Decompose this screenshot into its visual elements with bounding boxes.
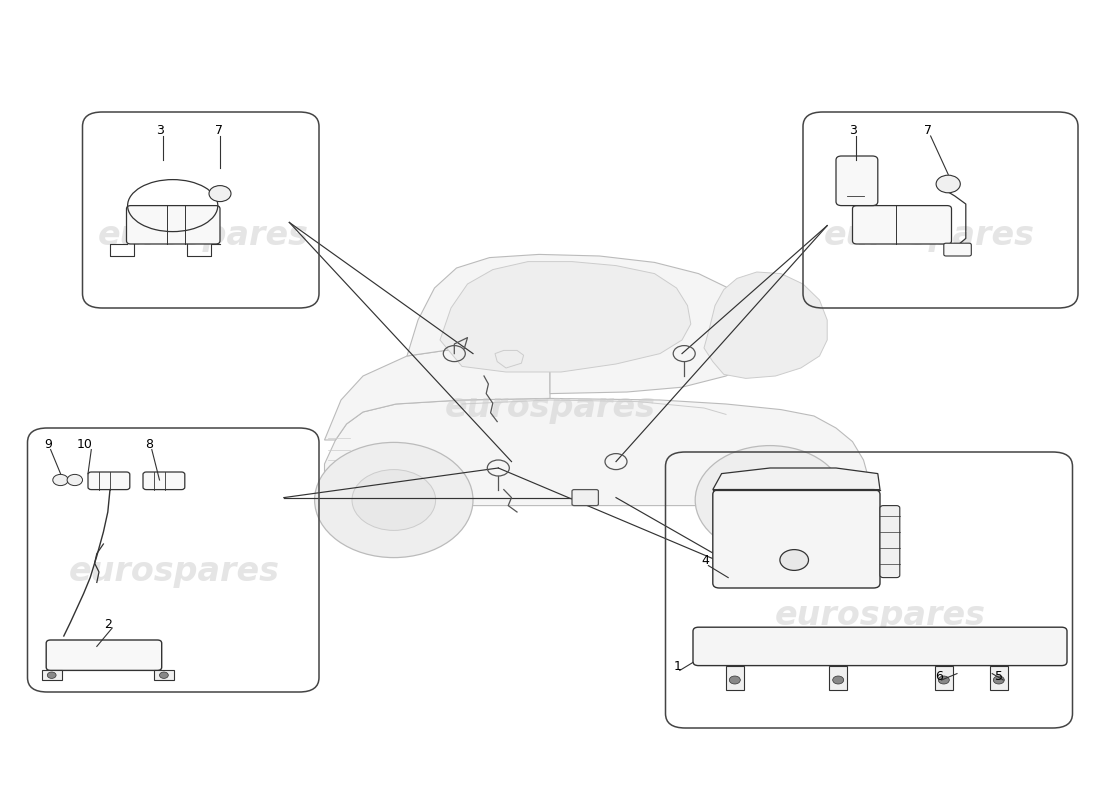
FancyBboxPatch shape [836,156,878,206]
FancyBboxPatch shape [143,472,185,490]
Text: 4: 4 [702,554,710,567]
Text: 2: 2 [104,618,112,631]
Circle shape [695,446,845,554]
FancyBboxPatch shape [693,627,1067,666]
FancyBboxPatch shape [88,472,130,490]
FancyBboxPatch shape [126,206,220,244]
Text: 3: 3 [156,124,164,138]
Polygon shape [324,398,869,506]
Circle shape [209,186,231,202]
Bar [154,670,174,680]
Bar [990,666,1008,690]
FancyBboxPatch shape [944,243,971,256]
Polygon shape [407,254,759,394]
Text: eurospares: eurospares [774,599,986,633]
Polygon shape [495,350,524,368]
Polygon shape [713,468,880,490]
Polygon shape [324,347,550,440]
Text: 7: 7 [924,124,932,138]
Text: eurospares: eurospares [824,219,1035,253]
Bar [726,666,744,690]
Circle shape [936,175,960,193]
Circle shape [53,474,68,486]
Circle shape [160,672,168,678]
Circle shape [993,676,1004,684]
Bar [829,666,847,690]
Text: eurospares: eurospares [68,555,279,589]
Circle shape [833,676,844,684]
FancyBboxPatch shape [572,490,598,506]
Text: eurospares: eurospares [444,391,656,425]
Circle shape [315,442,473,558]
FancyBboxPatch shape [713,490,880,588]
Bar [935,666,953,690]
Text: 3: 3 [849,124,857,138]
Circle shape [938,676,949,684]
Text: 10: 10 [77,438,92,451]
Circle shape [732,472,808,528]
Text: 1: 1 [673,661,681,674]
Polygon shape [704,272,827,378]
Polygon shape [440,262,691,372]
FancyBboxPatch shape [852,206,952,244]
Text: 5: 5 [996,670,1003,683]
Text: 6: 6 [935,670,943,683]
Text: eurospares: eurospares [98,219,309,253]
Bar [42,670,62,680]
Circle shape [729,676,740,684]
FancyBboxPatch shape [46,640,162,670]
Text: 9: 9 [44,438,52,451]
Text: 8: 8 [145,438,153,451]
FancyBboxPatch shape [880,506,900,578]
Circle shape [47,672,56,678]
Circle shape [780,550,808,570]
Circle shape [67,474,82,486]
Circle shape [352,470,436,530]
Text: 7: 7 [214,124,222,138]
